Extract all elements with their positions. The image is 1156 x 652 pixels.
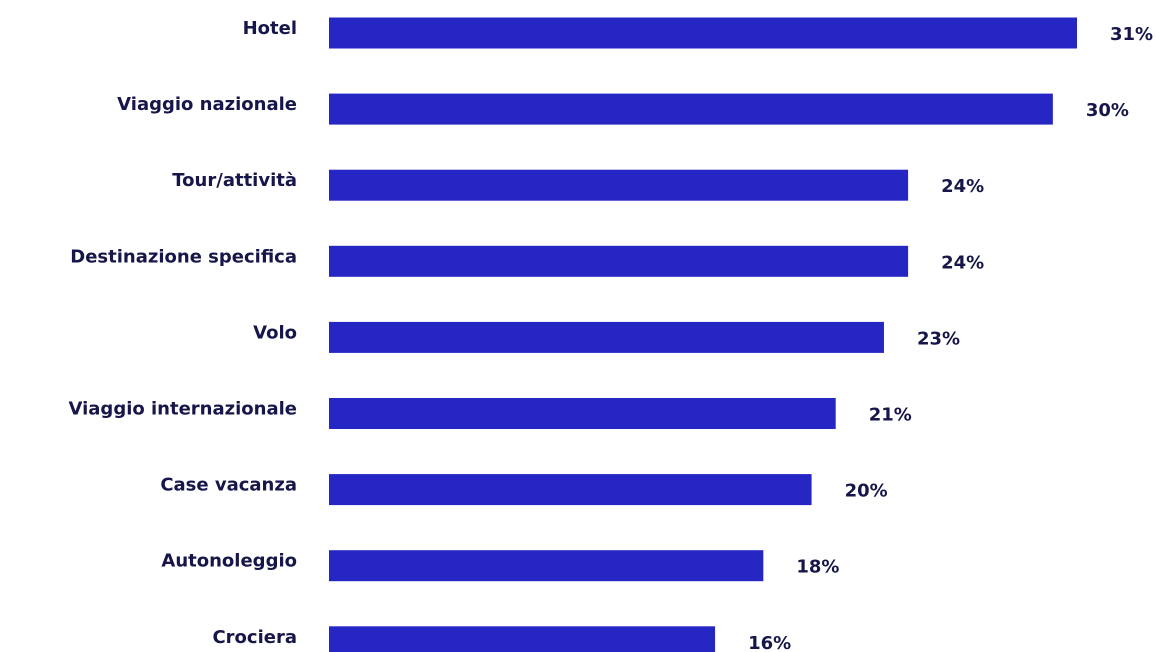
bar	[329, 626, 716, 652]
bar	[329, 169, 909, 201]
bar	[329, 474, 812, 506]
bar	[329, 245, 909, 277]
value-label: 30%	[1086, 100, 1129, 121]
bar	[329, 321, 884, 353]
value-label: 24%	[941, 176, 984, 197]
category-label: Viaggio internazionale	[69, 399, 298, 420]
value-label: 24%	[941, 252, 984, 273]
value-label: 21%	[869, 405, 912, 426]
category-label: Viaggio nazionale	[117, 94, 297, 115]
category-label: Autonoleggio	[161, 551, 297, 572]
category-label: Hotel	[243, 18, 297, 39]
bar	[329, 17, 1077, 49]
value-label: 31%	[1110, 24, 1153, 45]
category-label: Volo	[253, 322, 297, 343]
category-label: Tour/attività	[172, 170, 297, 191]
bar	[329, 93, 1053, 125]
value-label: 20%	[845, 481, 888, 502]
category-label: Case vacanza	[160, 475, 297, 496]
bar	[329, 398, 836, 429]
value-label: 18%	[796, 557, 839, 578]
category-label: Crociera	[212, 627, 297, 648]
value-label: 16%	[748, 633, 791, 652]
category-label: Destinazione specifica	[70, 246, 297, 267]
value-label: 23%	[917, 328, 960, 349]
bar	[329, 550, 764, 582]
